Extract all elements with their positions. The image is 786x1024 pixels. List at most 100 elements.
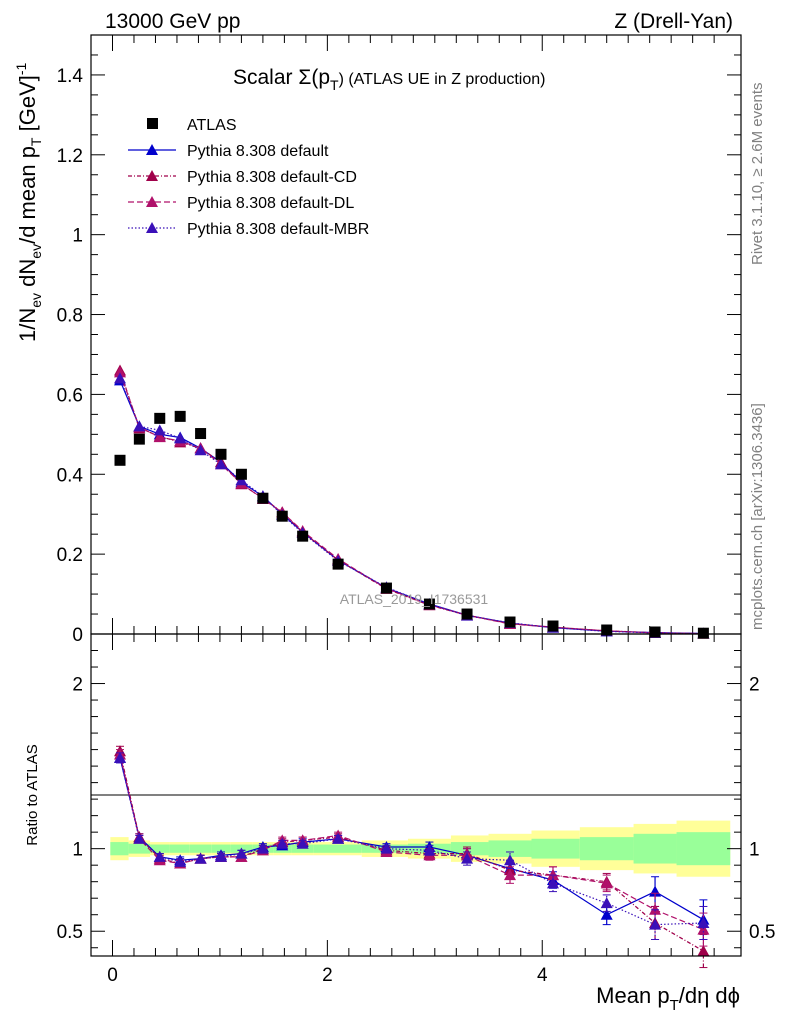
ratio-ylabel: Ratio to ATLAS (24, 744, 41, 845)
ratio-point-mbr (649, 918, 662, 930)
atlas-point (601, 624, 613, 636)
ratio-band-inner (128, 843, 151, 854)
ratio-xtick-label: 0 (107, 965, 118, 986)
ratio-ytick-label-right: 1 (749, 840, 760, 861)
atlas-point (461, 608, 473, 620)
ratio-point-mbr (256, 842, 269, 854)
legend-mbr-marker (146, 222, 158, 233)
legend-mbr-label: Pythia 8.308 default-MBR (187, 221, 369, 238)
ylabel-d: [GeV] (15, 75, 40, 137)
atlas-point (235, 468, 247, 480)
ratio-band-inner (579, 837, 634, 861)
main-ytick-label: 0.4 (57, 465, 84, 486)
ratio-point-mbr (153, 850, 166, 862)
ratio-band-inner (110, 842, 129, 856)
ratio-band-inner (211, 844, 231, 853)
ratio-panel: 0.5 0.5 1 1 2 2 0 2 4 (57, 633, 775, 986)
ratio-band-inner (189, 844, 212, 853)
atlas-point (649, 626, 661, 638)
atlas-point (297, 530, 309, 542)
ratio-ytick-label: 0.5 (57, 922, 83, 943)
ratio-band-inner (488, 840, 532, 857)
ratio-point-cd (697, 945, 710, 957)
mcplots-label: mcplots.cern.ch [arXiv:1306.3436] (749, 403, 766, 630)
atlas-point (174, 410, 186, 422)
legend-cd-marker (146, 170, 158, 181)
xlabel-sub: T (670, 997, 679, 1014)
atlas-point (154, 412, 166, 424)
main-point-dl (153, 431, 166, 443)
ratio-point-mbr (194, 852, 207, 864)
atlas-point (276, 510, 288, 522)
main-ylabel: 1/Nev dNev/d mean pT [GeV]-1 (13, 62, 44, 342)
ylabel-b-sub: ev (28, 244, 44, 259)
legend: ATLAS Pythia 8.308 default Pythia 8.308 … (128, 117, 369, 238)
ratio-ytick-label-right: 2 (749, 675, 760, 696)
ratio-frame (90, 633, 742, 957)
xlabel: Mean pT/dη dϕ (596, 983, 740, 1014)
header-right: Z (Drell-Yan) (614, 10, 733, 33)
ratio-xtick-label: 4 (537, 965, 548, 986)
ylabel-a-sub: ev (28, 293, 44, 308)
atlas-point (380, 582, 392, 594)
ratio-ytick-label: 1 (72, 840, 83, 861)
main-point-mbr (114, 372, 127, 384)
plot-title-sub: T (330, 77, 339, 93)
atlas-markers (114, 410, 709, 639)
ratio-xtick-label: 2 (322, 965, 333, 986)
ratio-point-mbr (114, 751, 127, 763)
ratio-point-mbr (380, 842, 393, 854)
atlas-point (215, 448, 227, 460)
ratio-point-mbr (296, 837, 309, 849)
ratio-point-default (649, 885, 662, 897)
main-ytick-label: 1.2 (57, 146, 83, 167)
main-point-mbr (215, 458, 227, 470)
main-ytick-label: 1 (72, 226, 83, 247)
xlabel-a: Mean p (596, 983, 669, 1008)
ylabel-d-sup: -1 (13, 62, 29, 75)
ratio-point-dl (504, 869, 517, 881)
ylabel-b: dN (15, 259, 40, 293)
ratio-ticks: 0.5 0.5 1 1 2 2 0 2 4 (57, 634, 775, 986)
main-point-dl (114, 366, 127, 378)
ratio-point-mbr (174, 855, 187, 867)
main-ytick-label: 0.6 (57, 385, 83, 406)
main-panel: 0 0.2 0.4 0.6 0.8 1 1.2 1.4 (57, 34, 742, 646)
legend-dl-marker (146, 196, 158, 207)
main-point-mbr (194, 444, 207, 456)
main-ticks: 0 0.2 0.4 0.6 0.8 1 1.2 1.4 (57, 35, 741, 646)
ratio-point-mbr (133, 832, 146, 844)
plot-title-suffix: ) (ATLAS UE in Z production) (339, 71, 546, 88)
legend-default-marker (146, 144, 158, 155)
rivet-label: Rivet 3.1.10, ≥ 2.6M events (749, 83, 766, 266)
atlas-point (114, 454, 126, 466)
header-left: 13000 GeV pp (105, 10, 240, 33)
ratio-band-inner (531, 838, 580, 859)
main-point-mbr (133, 420, 146, 432)
ratio-point-mbr (697, 916, 710, 928)
xlabel-b: /dη dϕ (679, 983, 740, 1008)
main-ytick-label: 1.4 (57, 66, 84, 87)
atlas-point (423, 598, 435, 610)
ratio-band-inner (676, 832, 731, 866)
ratio-point-mbr (423, 844, 436, 856)
main-ytick-label: 0.2 (57, 545, 83, 566)
plot-title: Scalar Σ(pT) (ATLAS UE in Z production) (233, 66, 545, 93)
legend-default-label: Pythia 8.308 default (187, 143, 329, 160)
legend-atlas-marker (147, 118, 158, 129)
ratio-point-dl (600, 877, 613, 889)
ratio-point-mbr (600, 897, 613, 909)
atlas-point (332, 558, 344, 570)
main-ytick-label: 0 (72, 625, 83, 646)
main-point-mbr (174, 432, 187, 444)
atlas-point (547, 620, 559, 632)
legend-cd-label: Pythia 8.308 default-CD (187, 169, 357, 186)
ratio-band-inner (313, 844, 362, 853)
ratio-point-mbr (276, 837, 289, 849)
main-ytick-label: 0.8 (57, 306, 83, 327)
atlas-point (257, 492, 269, 504)
plot-title-prefix: Scalar Σ(p (233, 66, 330, 89)
atlas-point (697, 627, 709, 639)
ratio-point-mbr (332, 832, 345, 844)
